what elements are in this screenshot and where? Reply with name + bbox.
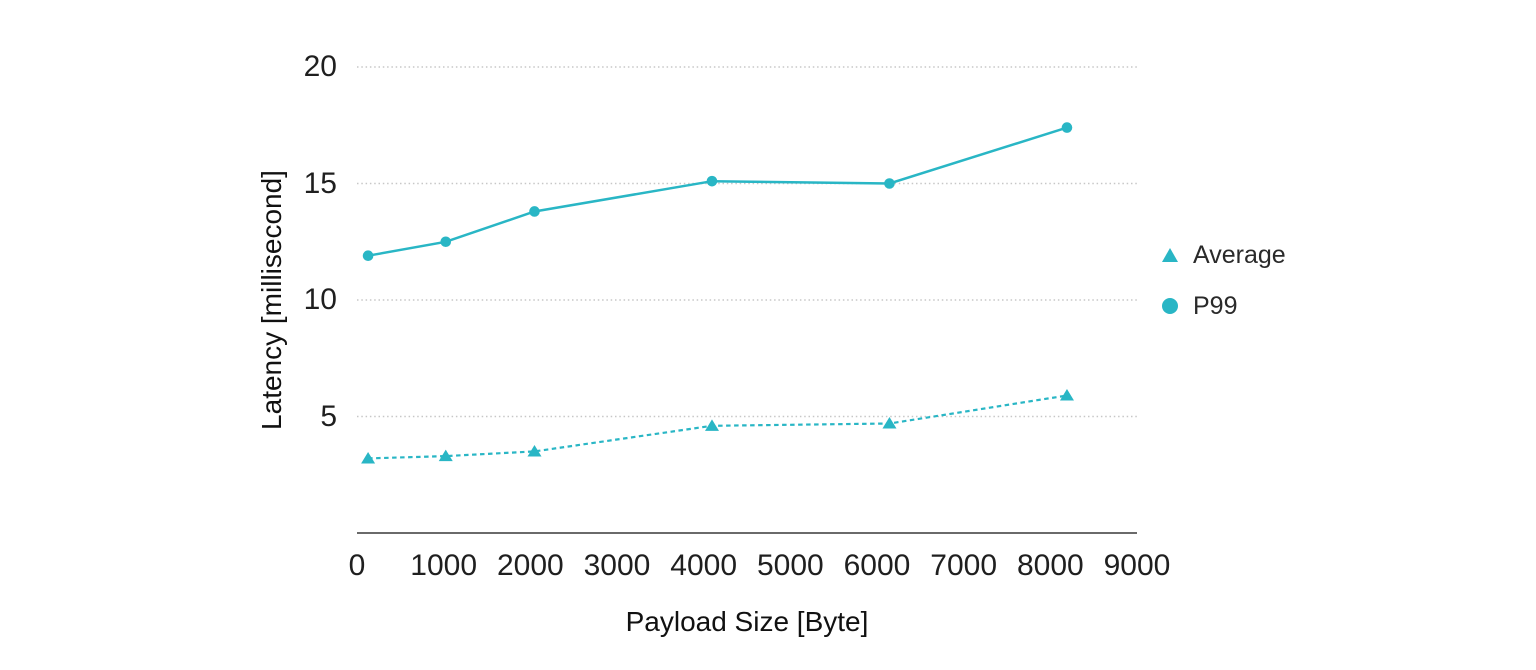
- y-tick-label-20: 20: [303, 50, 337, 83]
- data-point-average-4096: [704, 419, 719, 431]
- x-tick-label-9000: 9000: [1103, 549, 1171, 582]
- legend: Average P99: [1162, 240, 1286, 321]
- x-tick-label-0: 0: [348, 549, 366, 582]
- data-point-average-1024: [438, 449, 453, 462]
- y-tick-label-10: 10: [303, 283, 337, 316]
- triangle-marker-icon: [1162, 248, 1178, 262]
- data-point-average-6144: [882, 416, 897, 429]
- x-tick-label-8000: 8000: [1016, 549, 1084, 582]
- data-point-p99-4096: [706, 175, 718, 187]
- x-tick-label-2000: 2000: [496, 549, 564, 582]
- data-point-p99-8192: [1061, 122, 1073, 133]
- data-point-average-8192: [1059, 389, 1074, 401]
- x-tick-label-4000: 4000: [670, 549, 738, 582]
- data-point-p99-6144: [884, 178, 895, 189]
- x-tick-label-7000: 7000: [930, 549, 998, 582]
- series-line-average: [368, 394, 1068, 460]
- legend-item-p99: P99: [1162, 291, 1286, 321]
- y-tick-label-5: 5: [320, 399, 337, 433]
- x-tick-label-3000: 3000: [583, 549, 651, 582]
- circle-marker-icon: [1162, 298, 1178, 314]
- data-point-average-2048: [527, 444, 542, 457]
- data-point-p99-2048: [529, 206, 540, 217]
- legend-label-average: Average: [1193, 240, 1286, 269]
- data-point-average-128: [361, 451, 376, 464]
- y-tick-label-15: 15: [303, 166, 337, 200]
- x-axis-title: Payload Size [Byte]: [625, 606, 869, 637]
- legend-label-p99: P99: [1193, 291, 1238, 320]
- series-line-p99: [367, 126, 1068, 257]
- x-tick-label-6000: 6000: [843, 549, 911, 582]
- y-axis-title: Latency [millisecond]: [256, 170, 287, 430]
- x-tick-label-1000: 1000: [410, 549, 478, 582]
- legend-item-average: Average: [1162, 240, 1286, 270]
- data-point-p99-1024: [440, 236, 452, 248]
- data-point-p99-128: [362, 250, 374, 262]
- x-tick-label-5000: 5000: [756, 549, 824, 582]
